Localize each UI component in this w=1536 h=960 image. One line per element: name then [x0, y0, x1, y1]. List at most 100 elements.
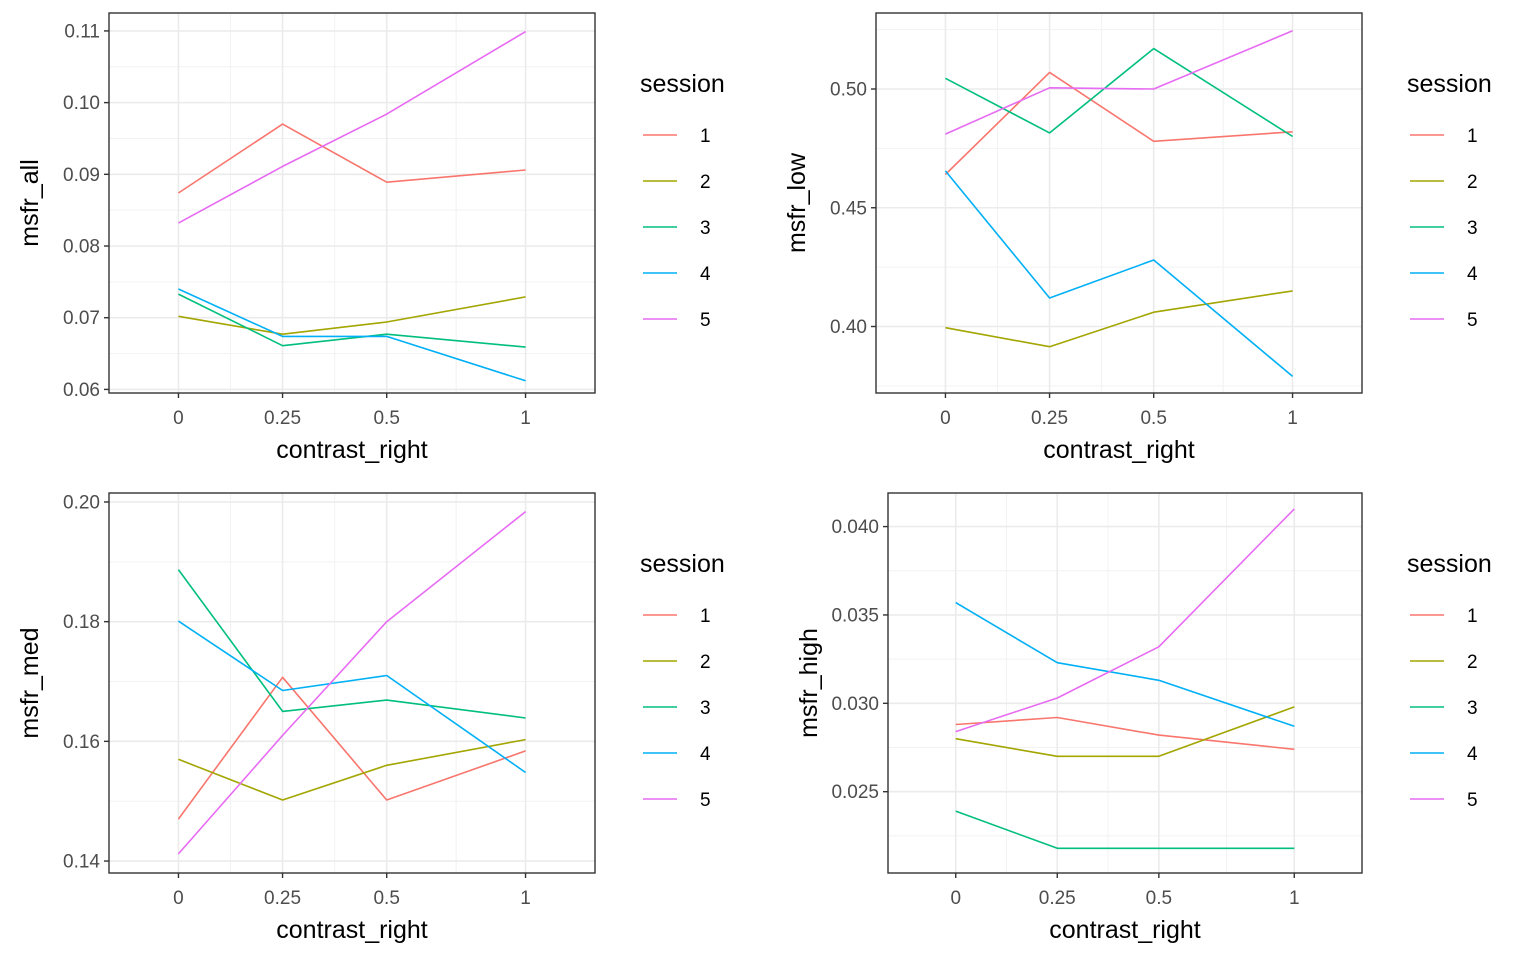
legend-label: 5	[700, 790, 711, 811]
series-line-session-4	[178, 288, 526, 382]
y-tick-label: 0.18	[63, 612, 100, 633]
series-line-session-2	[178, 296, 526, 336]
legend: session 1 2 3 4 5	[640, 550, 725, 811]
series-line-session-2	[955, 706, 1295, 758]
y-axis-title: msfr_all	[16, 159, 44, 247]
legend-label: 3	[1467, 218, 1478, 239]
x-tick-label: 1	[1287, 408, 1298, 429]
y-tick-label: 0.07	[63, 308, 100, 329]
y-tick-label: 0.14	[63, 852, 100, 873]
legend-label: 4	[1467, 744, 1478, 765]
legend-label: 1	[700, 606, 711, 627]
legend-label: 4	[700, 264, 711, 285]
legend-label: 1	[1467, 606, 1478, 627]
panel-border	[875, 12, 1363, 394]
x-tick-label: 0	[173, 888, 184, 909]
chart-panel-msfr_low: 0.40 0.45 0.50 0 0.25 0.5 1 contrast_right msfr_…	[783, 12, 1492, 464]
x-tick-label: 0.25	[1031, 408, 1068, 429]
y-tick-label: 0.11	[64, 21, 100, 42]
y-tick-label: 0.40	[830, 317, 867, 338]
y-tick-label: 0.50	[830, 80, 867, 101]
legend-title: session	[1407, 550, 1492, 578]
panel-background	[876, 13, 1362, 393]
y-tick-label: 0.08	[63, 237, 100, 258]
legend-label: 1	[1467, 126, 1478, 147]
legend-label: 4	[1467, 264, 1478, 285]
legend: session 1 2 3 4 5	[640, 70, 725, 331]
x-tick-label: 1	[520, 408, 531, 429]
y-tick-label: 0.20	[63, 492, 100, 513]
series-line-session-4	[177, 620, 527, 774]
y-axis-title: msfr_low	[783, 152, 811, 253]
panel-background	[888, 493, 1362, 873]
series-line-session-2	[945, 290, 1293, 348]
series-line-session-1	[177, 123, 526, 194]
series-line-session-4	[944, 170, 1294, 378]
series-line-session-1	[955, 716, 1295, 751]
y-axis-title: msfr_med	[16, 627, 44, 738]
y-axis-title: msfr_high	[795, 628, 823, 738]
legend-label: 2	[1467, 172, 1478, 193]
y-tick-label: 0.16	[63, 732, 100, 753]
chart-panel-msfr_all: 0.06 0.07 0.08 0.09 0.10 0.11 0 0.25 0.5 1 contras…	[16, 12, 725, 464]
legend-label: 2	[700, 172, 711, 193]
legend-title: session	[640, 550, 725, 578]
series-line-session-5	[945, 30, 1293, 135]
legend-label: 5	[1467, 790, 1478, 811]
series-line-session-1	[177, 676, 526, 820]
series-line-session-3	[177, 569, 526, 719]
x-tick-label: 0	[950, 888, 961, 909]
y-tick-label: 0.040	[831, 517, 879, 538]
x-tick-label: 1	[520, 888, 531, 909]
legend-label: 4	[700, 744, 711, 765]
series-line-session-1	[944, 71, 1293, 176]
x-tick-label: 0.5	[1146, 888, 1172, 909]
panel-border	[108, 12, 596, 394]
x-axis-title: contrast_right	[276, 436, 428, 464]
x-tick-label: 0.25	[264, 408, 301, 429]
legend-label: 2	[1467, 652, 1478, 673]
x-tick-label: 0.5	[373, 888, 399, 909]
legend-label: 3	[1467, 698, 1478, 719]
x-tick-label: 0	[173, 408, 184, 429]
series-line-session-5	[177, 510, 527, 855]
series-line-session-4	[955, 601, 1295, 728]
legend-label: 3	[700, 698, 711, 719]
series-line-session-3	[178, 293, 526, 348]
legend-label: 1	[700, 126, 711, 147]
panel-background	[109, 13, 595, 393]
legend-label: 2	[700, 652, 711, 673]
x-tick-label: 0.5	[1140, 408, 1166, 429]
series-line-session-5	[955, 508, 1295, 733]
series-line-session-3	[955, 810, 1295, 850]
y-tick-label: 0.09	[63, 165, 100, 186]
series-line-session-2	[178, 738, 526, 801]
y-tick-label: 0.030	[831, 694, 879, 715]
legend-title: session	[1407, 70, 1492, 98]
legend-label: 3	[700, 218, 711, 239]
x-tick-label: 0.5	[373, 408, 399, 429]
y-tick-label: 0.06	[63, 380, 100, 401]
panel-border	[108, 492, 596, 874]
series-line-session-5	[178, 30, 527, 224]
x-axis-title: contrast_right	[1049, 916, 1201, 944]
x-axis-title: contrast_right	[1043, 436, 1195, 464]
chart-panel-msfr_med: 0.14 0.16 0.18 0.20 0 0.25 0.5 1 contrast_right m…	[16, 492, 725, 944]
x-tick-label: 0.25	[264, 888, 301, 909]
chart-panel-msfr_high: 0.025 0.030 0.035 0.040 0 0.25 0.5 1 contrast_ri…	[795, 492, 1492, 944]
y-tick-label: 0.10	[63, 93, 100, 114]
legend-label: 5	[1467, 310, 1478, 331]
legend: session 1 2 3 4 5	[1407, 550, 1492, 811]
legend-label: 5	[700, 310, 711, 331]
panel-background	[109, 493, 595, 873]
y-tick-label: 0.025	[831, 782, 879, 803]
panel-border	[887, 492, 1363, 874]
x-tick-label: 1	[1289, 888, 1300, 909]
y-tick-label: 0.035	[831, 605, 879, 626]
y-tick-label: 0.45	[830, 198, 867, 219]
legend-title: session	[640, 70, 725, 98]
x-axis-title: contrast_right	[276, 916, 428, 944]
legend: session 1 2 3 4 5	[1407, 70, 1492, 331]
x-tick-label: 0.25	[1039, 888, 1076, 909]
